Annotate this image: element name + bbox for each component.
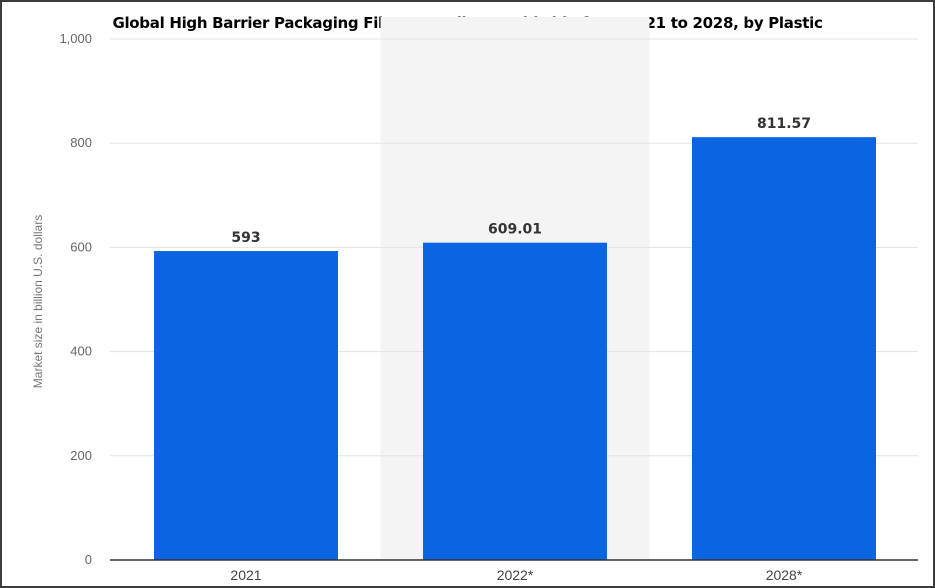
- y-tick-label: 200: [70, 448, 92, 463]
- data-label: 609.01: [488, 222, 542, 238]
- labels: 0 200 400 600 800 1,000 593 2021 609.01 2022* 811.…: [59, 31, 811, 583]
- x-tick-label: 2022*: [497, 567, 534, 583]
- bar: [423, 242, 607, 560]
- y-axis-title: Market size in billion U.S. dollars: [31, 215, 45, 388]
- y-tick-label: 400: [70, 344, 92, 359]
- bar: [154, 251, 338, 560]
- data-label: 811.57: [757, 116, 811, 132]
- y-tick-label: 0: [85, 552, 92, 567]
- y-tick-label: 1,000: [59, 31, 92, 46]
- x-tick-label: 2021: [230, 567, 261, 583]
- y-tick-label: 600: [70, 239, 92, 254]
- data-label: 593: [231, 230, 260, 246]
- y-tick-label: 800: [70, 135, 92, 150]
- bar: [692, 137, 876, 560]
- bars: [154, 137, 876, 560]
- x-tick-label: 2028*: [766, 567, 803, 583]
